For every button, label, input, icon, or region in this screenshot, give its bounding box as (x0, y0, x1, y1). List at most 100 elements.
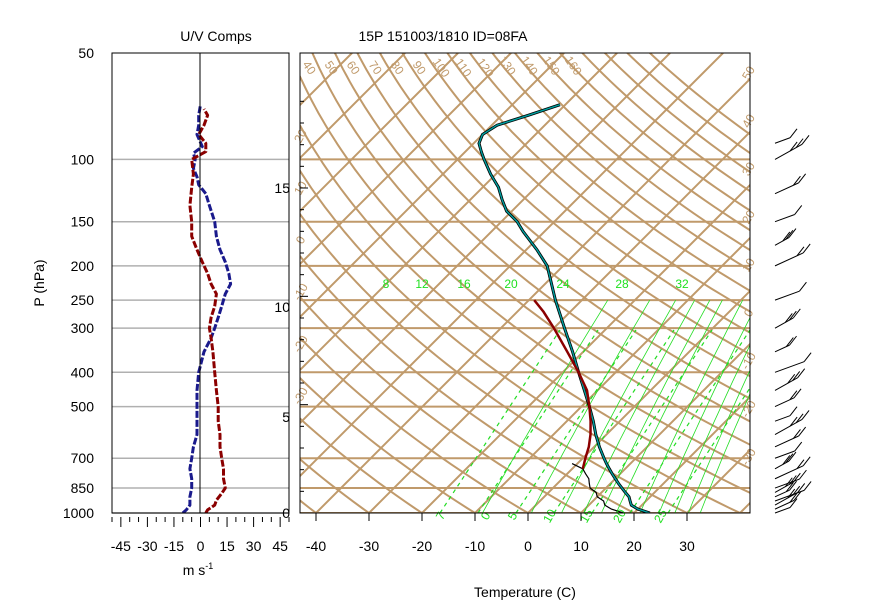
uv-pressure-tick-label: 300 (71, 320, 95, 336)
uv-xlabel: m s-1 (183, 561, 214, 578)
isotherm-label: 130 (496, 53, 519, 78)
dry-adiabat-line (300, 74, 750, 470)
wind-barb-staff (774, 397, 795, 408)
wind-barb-staff (774, 465, 804, 480)
uv-pressure-tick-label: 250 (71, 292, 95, 308)
moist-adiabat-label: 10 (540, 506, 559, 525)
temperature-tick-label: -20 (412, 538, 432, 554)
wind-barb-flag (795, 413, 804, 424)
mixing-ratio-line (583, 299, 696, 513)
wind-barb-staff (774, 317, 794, 329)
uv-xlabel-main: m s (183, 562, 206, 578)
mixing-ratio-line (674, 344, 750, 513)
moist-adiabat-label: 20 (610, 506, 629, 525)
wind-barb-flag (799, 469, 807, 480)
wind-barb-flag (782, 455, 791, 465)
adiabat-label-left: 20 (291, 126, 310, 145)
uv-pressure-tick-label: 400 (71, 364, 95, 380)
uv-x-tick-label: -45 (111, 538, 131, 554)
dry-adiabat-line (491, 53, 750, 272)
wind-barb-flag (785, 229, 794, 240)
uv-x-tick-label: 15 (219, 538, 235, 554)
uv-pressure-tick-label: 100 (71, 151, 95, 167)
parcel-line (533, 299, 592, 470)
uv-x-tick-label: 0 (197, 538, 205, 554)
wind-barb-staff (774, 450, 795, 459)
wind-barb-flag (794, 441, 803, 452)
isotherm-label: 80 (388, 58, 407, 77)
wind-barb-staff (774, 418, 803, 435)
isotherm-line (315, 77, 750, 513)
dry-adiabat-line (558, 53, 750, 212)
moist-adiabat-label: 25 (651, 506, 670, 525)
dry-adiabat-line (300, 336, 531, 513)
wind-barb-staff (774, 143, 803, 160)
wind-barb-flag (802, 243, 811, 254)
uv-pressure-tick-label: 500 (71, 399, 95, 415)
wind-barb-flag (801, 134, 810, 145)
uv-v-line (188, 108, 227, 513)
mixing-ratio-label: 16 (457, 277, 471, 291)
adiabat-label-right: 20 (739, 207, 758, 226)
mixing-ratio-label: 32 (675, 277, 689, 291)
dry-adiabat-line (300, 376, 477, 513)
wind-barb-flag (784, 313, 793, 323)
temperature-tick-label: -30 (359, 538, 379, 554)
wind-barb-flag (798, 426, 807, 437)
wind-barb-staff (774, 361, 805, 373)
dry-adiabat-line (625, 53, 750, 155)
mixing-ratio-label: 12 (415, 277, 429, 291)
wind-barb-flag (789, 406, 798, 417)
adiabat-label-right: 50 (739, 63, 758, 82)
wind-barb-staff (774, 290, 800, 301)
dry-adiabat-line (356, 53, 750, 400)
dry-adiabat-line (513, 53, 750, 252)
wind-barbs (774, 128, 812, 514)
temperature-tick-label: 0 (524, 538, 532, 554)
skewt-xlabel: Temperature (C) (474, 584, 576, 600)
dry-adiabat-line (333, 53, 750, 423)
dry-adiabat-line (536, 53, 750, 232)
wind-barb-staff (774, 252, 804, 267)
moist-adiabat-label: 0 (478, 509, 494, 522)
mixing-ratio-line (687, 369, 750, 513)
wind-barb-flag (788, 310, 797, 321)
mixing-ratio-line (699, 392, 750, 513)
isotherm-line (0, 53, 193, 513)
height-tick-label: 5 (282, 409, 290, 425)
dry-adiabat-line (580, 53, 750, 193)
height-tick-label: 15 (274, 180, 290, 196)
uv-pressure-tick-label: 700 (71, 450, 95, 466)
skewt-title: 15P 151003/1810 ID=08FA (358, 28, 528, 44)
height-ticks: 0 5 10 15 (274, 100, 308, 521)
wind-barb-flag (793, 429, 801, 439)
wind-barb-flag (793, 491, 802, 501)
isotherm-line (421, 183, 750, 513)
dewpoint-line (571, 463, 624, 513)
wind-barb-flag (795, 138, 804, 148)
wind-barb-staff (774, 415, 791, 422)
dry-adiabat-line (300, 212, 690, 513)
uv-pressure-tick-label: 850 (71, 480, 95, 496)
wind-barb-staff (774, 137, 791, 144)
wind-barb-flag (789, 128, 798, 139)
moist-adiabat-line (439, 329, 561, 513)
adiabat-label-right: 30 (739, 159, 758, 178)
dry-adiabat-line (300, 254, 637, 513)
adiabat-label-left: -20 (290, 333, 311, 355)
wind-barb-staff (774, 435, 799, 448)
temperature-ticks: -40 -30 -20 -10 0 10 20 30 (306, 513, 695, 554)
uv-ylabel: P (hPa) (31, 259, 47, 306)
wind-barb-flag (789, 498, 798, 508)
dry-adiabat-line (300, 499, 318, 513)
adiabat-label-left: 0 (293, 233, 309, 246)
isotherm-label: 120 (474, 55, 497, 80)
isotherm-label: 90 (410, 58, 429, 77)
wind-barb-flag (798, 173, 807, 184)
wind-barb-flag (799, 281, 807, 292)
height-tick-label: 10 (274, 299, 290, 315)
mixing-ratio-label: 8 (383, 277, 390, 291)
mixing-ratio-label: 28 (615, 277, 629, 291)
